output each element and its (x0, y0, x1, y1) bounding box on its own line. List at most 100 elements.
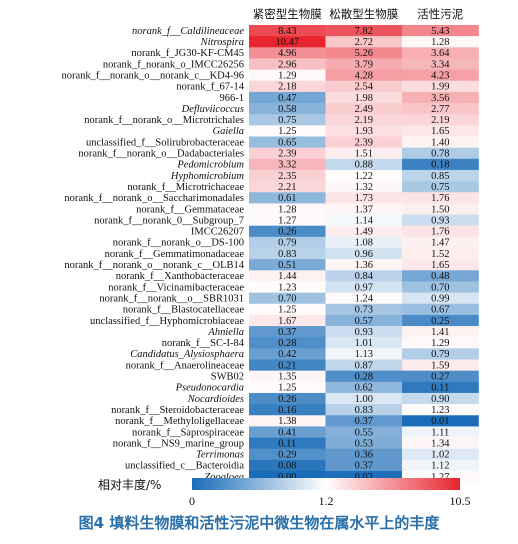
figure-caption: 图4 填料生物膜和活性污泥中微生物在属水平上的丰度 (78, 514, 440, 532)
cell-value-label: 0.00 (278, 472, 296, 483)
cell-value-label: 1.27 (278, 215, 296, 226)
heatmap-cell (402, 348, 479, 360)
cell-value-label: 0.93 (431, 215, 449, 226)
heatmap-cell (325, 147, 403, 160)
heatmap-cell (325, 404, 403, 416)
heatmap-cell (249, 181, 326, 193)
heatmap-cell (325, 181, 403, 193)
heatmap-cell (325, 248, 403, 260)
cell-value-label: 1.37 (355, 204, 373, 215)
cell-value-label: 1.67 (278, 316, 296, 327)
cell-value-label: 2.39 (355, 137, 373, 148)
cell-value-label: 4.96 (278, 48, 296, 59)
column-header: 活性污泥 (417, 7, 463, 21)
row-label: Candidatus_Alysiosphaera (130, 349, 244, 360)
heatmap-cell (249, 404, 326, 416)
row-label: norank_f__Gemmatimonadaceae (105, 249, 245, 260)
cell-value-label: 1.40 (431, 137, 449, 148)
heatmap-cell (325, 259, 403, 271)
cell-value-label: 2.77 (431, 104, 449, 115)
row-label: norank_f__norank_o__Dadabacteriales (78, 149, 244, 160)
cell-value-label: 0.02 (355, 472, 373, 483)
heatmap-cell (402, 426, 479, 438)
heatmap-cell (402, 404, 479, 416)
cell-value-label: 2.19 (431, 115, 449, 126)
cell-value-label: 1.44 (278, 271, 297, 282)
heatmap-cell (249, 25, 326, 37)
cell-value-label: 0.58 (278, 104, 296, 115)
row-label: SWB02 (211, 372, 244, 383)
cell-value-label: 0.51 (278, 260, 296, 271)
cell-value-label: 1.13 (355, 349, 373, 360)
cell-value-label: 1.50 (431, 204, 449, 215)
row-labels: norank_f__CaldilineaceaeNitrospiranorank… (61, 26, 244, 483)
cell-value-label: 1.28 (278, 204, 296, 215)
heatmap-cell (249, 314, 326, 327)
heatmap-cell (402, 214, 479, 226)
heatmap-cell (325, 359, 403, 371)
cell-value-label: 0.11 (278, 438, 296, 449)
cell-value-label: 2.39 (278, 149, 296, 160)
heatmap-cell (402, 292, 479, 305)
cell-value-label: 0.57 (355, 316, 373, 327)
cell-value-label: 0.99 (431, 293, 449, 304)
row-label: unclassified_f__Hyphomicrobiaceae (90, 316, 244, 327)
heatmap-cell (402, 236, 479, 249)
cell-value-label: 2.72 (355, 37, 373, 48)
cell-value-label: 0.70 (431, 282, 449, 293)
row-label: Pedomicrobium (176, 160, 244, 171)
heatmap-cell (249, 326, 326, 338)
heatmap-cell (325, 348, 403, 360)
cell-value-label: 0.55 (355, 427, 373, 438)
heatmap-cell (325, 225, 403, 238)
cell-value-label: 0.37 (278, 327, 296, 338)
heatmap-cell (249, 303, 326, 316)
cell-value-label: 1.65 (431, 260, 449, 271)
heatmap-cell (325, 103, 403, 115)
row-label: Hyphomicrobium (170, 171, 245, 182)
cell-value-label: 1.99 (431, 82, 449, 93)
heatmap-cell (249, 348, 326, 360)
row-label: unclassified_c__Bacteroidia (125, 461, 244, 472)
heatmap-cell (249, 471, 326, 483)
heatmap-cell (325, 236, 403, 249)
row-label: Defluviicoccus (181, 104, 244, 115)
cell-value-label: 2.35 (278, 171, 296, 182)
heatmap-cell (325, 381, 403, 394)
colorbar-gradient (192, 478, 460, 490)
cell-value-label: 1.23 (278, 282, 296, 293)
row-label: norank_f__Methyloligellaceae (115, 416, 244, 427)
colorbar-tick-min: 0 (189, 494, 195, 508)
heatmap-cell (249, 136, 326, 148)
heatmap-cell (249, 103, 326, 115)
cell-value-label: 0.90 (431, 394, 449, 405)
cell-value-label: 1.35 (278, 372, 296, 383)
cell-value-label: 0.67 (431, 305, 449, 316)
cell-value-label: 4.28 (355, 70, 373, 81)
heatmap-cell (249, 448, 326, 461)
cell-value-label: 0.37 (355, 416, 373, 427)
heatmap-cell (249, 426, 326, 438)
row-label: norank_f__Blastocatellaceae (123, 305, 245, 316)
cell-value-label: 1.24 (355, 293, 374, 304)
heatmap-cell (249, 437, 326, 449)
row-label: Nocardioides (187, 394, 244, 405)
heatmap-cell (325, 270, 403, 282)
cell-value-label: 1.28 (431, 37, 449, 48)
heatmap-cell (402, 158, 479, 171)
row-label: IMCC26207 (191, 227, 244, 238)
cell-value-label: 1.08 (355, 238, 373, 249)
heatmap-cell (325, 471, 403, 483)
cell-value-label: 0.65 (278, 137, 296, 148)
heatmap-cell (325, 214, 403, 226)
cell-value-label: 1.22 (355, 171, 373, 182)
row-label: norank_f__SC-I-84 (162, 338, 245, 349)
cell-value-label: 0.79 (431, 349, 449, 360)
heatmap-cell (249, 91, 326, 104)
row-label: norank_f__Steroidobacteraceae (111, 405, 244, 416)
heatmap-cell (402, 270, 479, 282)
row-label: norank_f_67-14 (176, 82, 244, 93)
heatmap-cell (325, 437, 403, 449)
cell-value-label: 1.59 (431, 360, 449, 371)
cell-value-label: 0.48 (431, 271, 449, 282)
